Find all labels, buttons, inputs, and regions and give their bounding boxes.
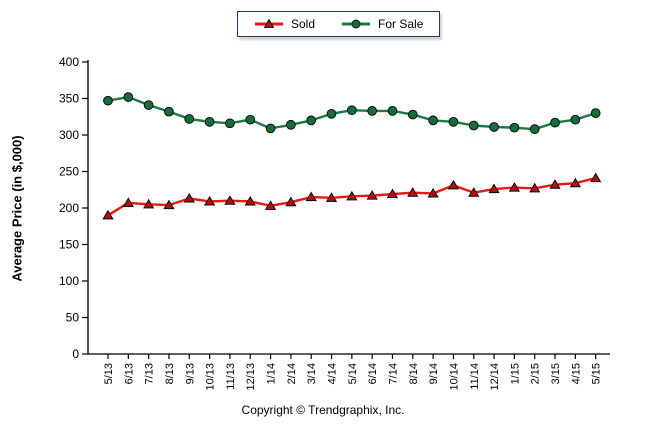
series-sold-marker	[244, 195, 256, 206]
x-tick-label: 5/13	[103, 363, 115, 384]
series-sold-marker	[447, 179, 460, 190]
series-for-sale-marker	[529, 124, 540, 135]
series-sold-marker	[590, 172, 602, 183]
series-sold-marker	[346, 190, 358, 201]
series-sold-marker	[122, 197, 134, 207]
x-tick-label: 9/13	[184, 363, 196, 384]
y-axis-title: Average Price (in $,000)	[9, 134, 25, 282]
series-for-sale-marker	[570, 114, 581, 125]
x-tick-label: 12/14	[489, 363, 501, 391]
x-tick-label: 12/13	[245, 363, 257, 391]
x-tick-label: 10/14	[448, 363, 460, 391]
series-sold-marker	[386, 188, 399, 199]
x-tick-label: 7/14	[387, 363, 399, 384]
series-for-sale-marker	[550, 117, 560, 128]
series-sold-marker	[569, 177, 581, 188]
series-sold-marker	[366, 190, 378, 200]
chart-legend: Sold For Sale	[237, 11, 441, 37]
y-tick-label: 150	[59, 238, 79, 252]
series-for-sale-marker	[184, 114, 195, 124]
series-for-sale-marker	[407, 109, 418, 120]
legend-label-sold: Sold	[291, 17, 316, 31]
series-for-sale-marker	[428, 115, 438, 126]
series-sold-marker	[427, 187, 439, 198]
x-tick-label: 8/14	[408, 363, 420, 384]
x-tick-label: 6/13	[123, 363, 135, 384]
series-sold-marker	[305, 191, 317, 202]
x-tick-label: 4/14	[327, 363, 339, 384]
series-sold-marker	[508, 182, 520, 192]
series-for-sale-marker	[123, 92, 134, 102]
series-for-sale-marker	[265, 123, 276, 134]
series-for-sale-marker	[143, 100, 154, 110]
x-tick-label: 1/15	[509, 363, 521, 384]
series-for-sale-marker	[103, 95, 113, 106]
x-tick-label: 8/13	[164, 363, 176, 384]
legend-label-for-sale: For Sale	[378, 17, 424, 31]
series-sold-marker	[264, 200, 277, 210]
series-for-sale-marker	[204, 117, 215, 127]
x-tick-label: 2/14	[286, 363, 298, 384]
x-tick-label: 7/13	[144, 363, 156, 384]
for-sale-legend-marker-icon	[342, 19, 371, 29]
x-tick-label: 6/14	[367, 363, 379, 384]
series-sold-marker	[204, 195, 216, 206]
series-sold-marker	[163, 199, 175, 210]
x-tick-label: 1/14	[266, 363, 278, 384]
y-tick-label: 50	[66, 311, 80, 325]
x-tick-label: 10/13	[205, 363, 217, 391]
series-for-sale-marker	[367, 106, 378, 116]
series-sold-marker	[183, 193, 195, 203]
x-tick-label: 3/14	[306, 363, 318, 384]
copyright-text: Copyright © Trendgraphix, Inc.	[241, 403, 405, 417]
series-for-sale-marker	[164, 106, 174, 117]
y-tick-label: 200	[59, 201, 79, 215]
series-for-sale-marker	[509, 122, 520, 133]
y-tick-label: 400	[59, 55, 79, 69]
series-for-sale-marker	[346, 105, 357, 116]
series-sold-marker	[488, 183, 500, 194]
y-tick-label: 350	[59, 92, 79, 106]
series-for-sale-marker	[489, 122, 499, 132]
series-for-sale-marker	[245, 114, 256, 125]
y-tick-label: 100	[59, 274, 79, 288]
series-for-sale-marker	[286, 119, 296, 130]
y-tick-label: 250	[59, 165, 79, 179]
series-for-sale-marker	[326, 108, 337, 119]
y-tick-label: 300	[59, 128, 79, 142]
series-sold-marker	[407, 187, 419, 197]
series-for-sale-marker	[306, 115, 317, 126]
legend-item-for-sale: For Sale	[341, 17, 423, 31]
series-sold-marker	[549, 179, 561, 189]
x-tick-label: 11/13	[225, 363, 237, 390]
x-tick-label: 4/15	[570, 363, 582, 384]
series-for-sale-marker	[387, 106, 398, 116]
x-tick-label: 2/15	[530, 363, 542, 384]
x-tick-label: 3/15	[550, 363, 562, 384]
x-tick-label: 5/15	[591, 363, 603, 384]
series-sold-marker	[468, 187, 480, 197]
series-for-sale-marker	[225, 118, 235, 129]
series-sold-marker	[102, 209, 114, 220]
legend-item-sold: Sold	[254, 17, 315, 31]
series-sold-marker	[143, 198, 155, 209]
y-tick-label: 0	[72, 347, 79, 361]
x-tick-label: 11/14	[469, 363, 481, 390]
series-sold-marker	[325, 192, 338, 202]
series-sold-marker	[224, 195, 236, 205]
y-axis-title-wrap: Average Price (in $,000)	[6, 62, 28, 354]
x-tick-label: 9/14	[428, 363, 440, 384]
series-sold-marker	[529, 182, 541, 193]
series-for-sale-marker	[448, 117, 459, 127]
sold-legend-marker-icon	[255, 18, 283, 28]
series-for-sale-marker	[590, 108, 601, 118]
x-tick-label: 5/14	[347, 363, 359, 384]
series-for-sale-marker	[468, 120, 479, 131]
series-sold-marker	[285, 196, 297, 207]
